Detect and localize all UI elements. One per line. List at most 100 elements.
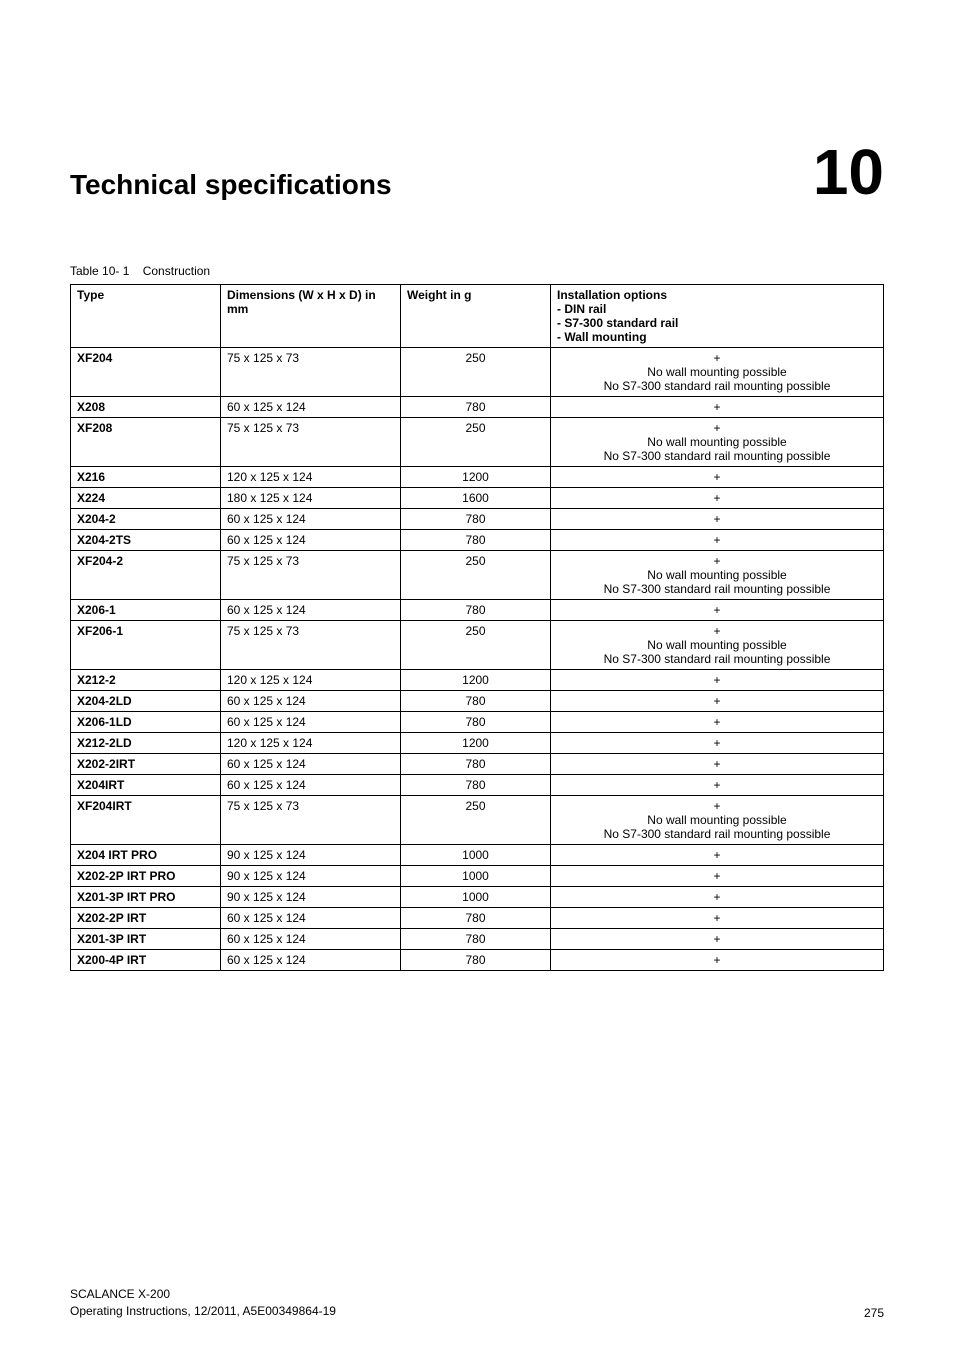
install-plus: + bbox=[557, 554, 877, 568]
table-header-row: Type Dimensions (W x H x D) in mm Weight… bbox=[71, 285, 884, 348]
cell-type: X206-1 bbox=[71, 600, 221, 621]
cell-weight: 1200 bbox=[401, 670, 551, 691]
table-row: X202-2P IRT PRO90 x 125 x 1241000+ bbox=[71, 866, 884, 887]
cell-dimensions: 60 x 125 x 124 bbox=[221, 397, 401, 418]
cell-install: + bbox=[551, 950, 884, 971]
cell-dimensions: 60 x 125 x 124 bbox=[221, 754, 401, 775]
th-dimensions-line1: Dimensions (W x H x D) in bbox=[227, 288, 394, 302]
cell-install: + bbox=[551, 488, 884, 509]
cell-install: +No wall mounting possibleNo S7-300 stan… bbox=[551, 418, 884, 467]
install-plus: + bbox=[557, 624, 877, 638]
table-row: XF204IRT75 x 125 x 73250+No wall mountin… bbox=[71, 796, 884, 845]
table-row: X200-4P IRT60 x 125 x 124780+ bbox=[71, 950, 884, 971]
cell-dimensions: 60 x 125 x 124 bbox=[221, 509, 401, 530]
cell-weight: 1200 bbox=[401, 467, 551, 488]
install-nowall: No wall mounting possible bbox=[557, 435, 877, 449]
cell-weight: 780 bbox=[401, 530, 551, 551]
cell-install: + bbox=[551, 929, 884, 950]
install-nowall: No wall mounting possible bbox=[557, 568, 877, 582]
cell-install: + bbox=[551, 467, 884, 488]
th-type-text: Type bbox=[77, 288, 104, 302]
table-caption-label: Table 10- 1 bbox=[70, 264, 129, 278]
cell-type: X216 bbox=[71, 467, 221, 488]
cell-weight: 250 bbox=[401, 796, 551, 845]
th-install: Installation options - DIN rail - S7-300… bbox=[551, 285, 884, 348]
cell-dimensions: 75 x 125 x 73 bbox=[221, 621, 401, 670]
cell-install: + bbox=[551, 887, 884, 908]
cell-dimensions: 75 x 125 x 73 bbox=[221, 796, 401, 845]
cell-type: X201-3P IRT PRO bbox=[71, 887, 221, 908]
cell-install: +No wall mounting possibleNo S7-300 stan… bbox=[551, 551, 884, 600]
cell-dimensions: 180 x 125 x 124 bbox=[221, 488, 401, 509]
cell-dimensions: 120 x 125 x 124 bbox=[221, 467, 401, 488]
cell-dimensions: 90 x 125 x 124 bbox=[221, 866, 401, 887]
cell-type: X212-2LD bbox=[71, 733, 221, 754]
cell-install: + bbox=[551, 691, 884, 712]
cell-type: X212-2 bbox=[71, 670, 221, 691]
install-nowall: No wall mounting possible bbox=[557, 365, 877, 379]
install-nos7: No S7-300 standard rail mounting possibl… bbox=[557, 379, 877, 393]
cell-install: + bbox=[551, 600, 884, 621]
install-nos7: No S7-300 standard rail mounting possibl… bbox=[557, 827, 877, 841]
cell-install: + bbox=[551, 509, 884, 530]
install-nowall: No wall mounting possible bbox=[557, 813, 877, 827]
table-row: X224180 x 125 x 1241600+ bbox=[71, 488, 884, 509]
cell-type: XF204 bbox=[71, 348, 221, 397]
cell-weight: 1600 bbox=[401, 488, 551, 509]
cell-install: +No wall mounting possibleNo S7-300 stan… bbox=[551, 796, 884, 845]
table-row: X201-3P IRT PRO90 x 125 x 1241000+ bbox=[71, 887, 884, 908]
page-footer: SCALANCE X-200 Operating Instructions, 1… bbox=[70, 1286, 884, 1320]
cell-dimensions: 75 x 125 x 73 bbox=[221, 418, 401, 467]
table-caption: Table 10- 1 Construction bbox=[70, 264, 884, 278]
cell-weight: 780 bbox=[401, 950, 551, 971]
cell-type: X208 bbox=[71, 397, 221, 418]
cell-install: + bbox=[551, 845, 884, 866]
cell-weight: 780 bbox=[401, 600, 551, 621]
cell-dimensions: 60 x 125 x 124 bbox=[221, 775, 401, 796]
cell-weight: 1200 bbox=[401, 733, 551, 754]
table-row: XF20875 x 125 x 73250+No wall mounting p… bbox=[71, 418, 884, 467]
cell-type: X202-2P IRT bbox=[71, 908, 221, 929]
th-install-line2: - DIN rail bbox=[557, 302, 877, 316]
cell-dimensions: 90 x 125 x 124 bbox=[221, 845, 401, 866]
table-row: X20860 x 125 x 124780+ bbox=[71, 397, 884, 418]
footer-left: SCALANCE X-200 Operating Instructions, 1… bbox=[70, 1286, 336, 1320]
install-nos7: No S7-300 standard rail mounting possibl… bbox=[557, 652, 877, 666]
cell-install: + bbox=[551, 866, 884, 887]
cell-type: X201-3P IRT bbox=[71, 929, 221, 950]
cell-install: + bbox=[551, 733, 884, 754]
table-row: X204-2TS60 x 125 x 124780+ bbox=[71, 530, 884, 551]
install-plus: + bbox=[557, 421, 877, 435]
construction-table: Type Dimensions (W x H x D) in mm Weight… bbox=[70, 284, 884, 971]
th-weight-text: Weight in g bbox=[407, 288, 471, 302]
table-row: X206-160 x 125 x 124780+ bbox=[71, 600, 884, 621]
page: Technical specifications 10 Table 10- 1 … bbox=[0, 0, 954, 1350]
table-row: XF20475 x 125 x 73250+No wall mounting p… bbox=[71, 348, 884, 397]
cell-type: X202-2IRT bbox=[71, 754, 221, 775]
cell-type: XF206-1 bbox=[71, 621, 221, 670]
cell-weight: 780 bbox=[401, 691, 551, 712]
cell-install: + bbox=[551, 908, 884, 929]
table-caption-text: Construction bbox=[143, 264, 210, 278]
table-row: X212-2LD120 x 125 x 1241200+ bbox=[71, 733, 884, 754]
cell-type: X204-2LD bbox=[71, 691, 221, 712]
table-row: X204-2LD60 x 125 x 124780+ bbox=[71, 691, 884, 712]
cell-dimensions: 90 x 125 x 124 bbox=[221, 887, 401, 908]
cell-install: + bbox=[551, 754, 884, 775]
footer-left-line2: Operating Instructions, 12/2011, A5E0034… bbox=[70, 1303, 336, 1320]
cell-install: + bbox=[551, 530, 884, 551]
cell-type: X204 IRT PRO bbox=[71, 845, 221, 866]
cell-dimensions: 60 x 125 x 124 bbox=[221, 929, 401, 950]
cell-weight: 780 bbox=[401, 397, 551, 418]
cell-dimensions: 120 x 125 x 124 bbox=[221, 670, 401, 691]
cell-dimensions: 75 x 125 x 73 bbox=[221, 348, 401, 397]
table-row: X204-260 x 125 x 124780+ bbox=[71, 509, 884, 530]
cell-install: + bbox=[551, 670, 884, 691]
footer-left-line1: SCALANCE X-200 bbox=[70, 1286, 336, 1303]
cell-weight: 250 bbox=[401, 418, 551, 467]
cell-weight: 780 bbox=[401, 509, 551, 530]
cell-dimensions: 60 x 125 x 124 bbox=[221, 950, 401, 971]
table-row: XF206-175 x 125 x 73250+No wall mounting… bbox=[71, 621, 884, 670]
cell-type: X200-4P IRT bbox=[71, 950, 221, 971]
cell-type: X206-1LD bbox=[71, 712, 221, 733]
